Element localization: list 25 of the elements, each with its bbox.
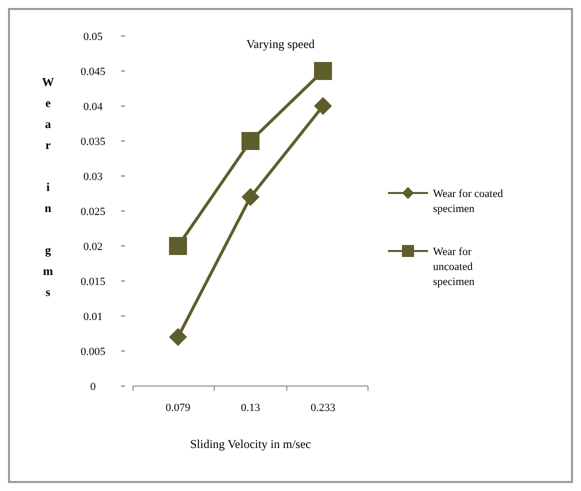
legend-label: Wear for uncoated specimen	[433, 246, 476, 288]
x-tick-label: 0.233	[310, 402, 336, 414]
legend-label: Wear for coated specimen	[433, 188, 504, 215]
y-tick-label: 0.015	[80, 276, 106, 288]
y-tick-label: 0.035	[80, 136, 106, 148]
y-tick-label: 0.045	[80, 66, 106, 78]
y-tick-label: 0.03	[83, 171, 104, 183]
y-tick-label: 0.01	[83, 311, 103, 323]
point	[314, 97, 332, 115]
x-axis-title: Sliding Velocity in m/sec	[190, 437, 311, 451]
text: Wear in gms	[42, 75, 54, 299]
y-tick-label: 0.02	[83, 241, 103, 253]
point	[242, 132, 260, 150]
y-tick-label: 0.005	[80, 346, 106, 358]
x-tick-label: 0.079	[166, 402, 191, 414]
point	[314, 62, 332, 80]
y-tick-label: 0.05	[83, 31, 104, 43]
x-tick-label: 0.13	[240, 402, 261, 414]
y-tick-label: 0.025	[80, 206, 106, 218]
y-tick-label: 0	[90, 381, 96, 393]
chart-title: Varying speed	[246, 37, 315, 51]
point	[242, 188, 260, 206]
point	[169, 328, 187, 346]
y-tick-label: 0.04	[83, 101, 104, 113]
point	[169, 237, 187, 255]
